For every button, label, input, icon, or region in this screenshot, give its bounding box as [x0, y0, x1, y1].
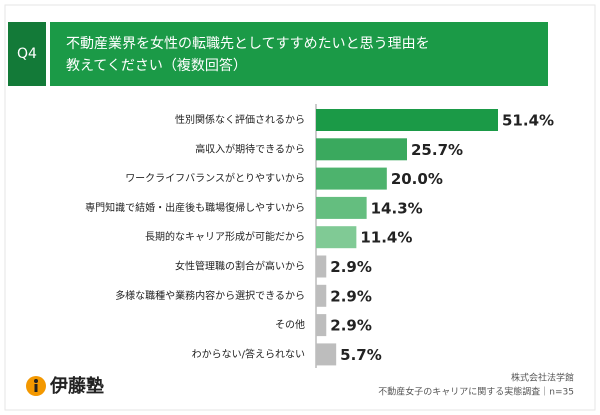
bar — [316, 284, 327, 307]
bar — [316, 138, 407, 161]
bar — [316, 167, 387, 190]
value-label: 25.7% — [411, 141, 463, 159]
chart-title: 不動産業界を女性の転職先としてすすめたいと思う理由を — [66, 35, 430, 52]
category-label: 高収入が期待できるから — [195, 142, 305, 155]
category-label: 専門知識で結婚・出産後も職場復帰しやすいから — [85, 201, 305, 214]
bar — [316, 343, 337, 366]
bar — [316, 226, 357, 249]
bar — [316, 314, 327, 337]
value-label: 5.7% — [340, 346, 382, 364]
frame — [4, 4, 596, 411]
category-label: 長期的なキャリア形成が可能だから — [145, 230, 305, 243]
title-box — [50, 22, 548, 86]
value-label: 20.0% — [391, 170, 443, 188]
value-label: 2.9% — [330, 317, 372, 335]
source: 不動産女子のキャリアに関する実態調査｜n=35 — [378, 386, 574, 398]
bar — [316, 109, 498, 131]
value-label: 2.9% — [330, 258, 372, 276]
category-label: 性別関係なく評価されるから — [175, 113, 305, 126]
value-label: 14.3% — [371, 199, 423, 217]
question-number: Q4 — [17, 46, 37, 62]
question-box — [8, 22, 46, 86]
logo-text: 伊藤塾 — [49, 375, 104, 397]
category-label: わからない/答えられない — [192, 347, 305, 360]
category-label: ワークライフバランスがとりやすいから — [125, 172, 305, 185]
bar — [316, 255, 327, 278]
category-label: その他 — [275, 318, 305, 331]
value-label: 11.4% — [360, 229, 412, 247]
category-label: 多様な職種や業務内容から選択できるから — [115, 289, 305, 302]
chart-title: 教えてください（複数回答） — [66, 57, 247, 74]
bar — [316, 196, 367, 219]
logo-icon-stem — [34, 384, 38, 392]
source: 株式会社法学館 — [511, 372, 574, 384]
category-label: 女性管理職の割合が高いから — [175, 260, 305, 273]
logo-icon-dot — [34, 379, 38, 383]
value-label: 51.4% — [502, 112, 554, 130]
value-label: 2.9% — [330, 287, 372, 305]
